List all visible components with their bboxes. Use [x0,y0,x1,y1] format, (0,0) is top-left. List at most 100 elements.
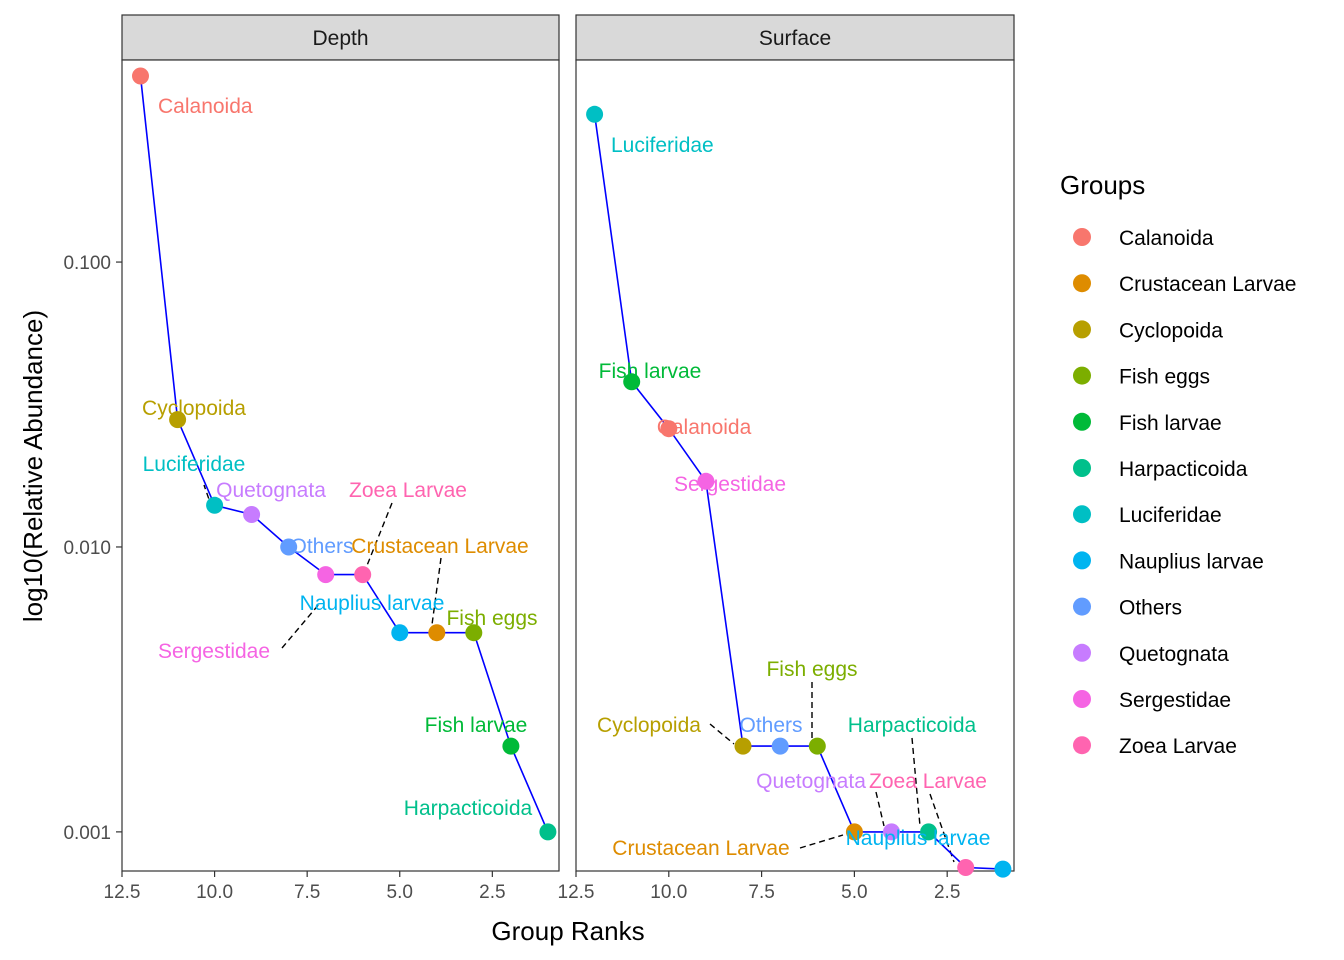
depth-point-zoea-larvae [354,566,372,584]
legend-key-others [1073,597,1091,616]
surface-x-tick-label: 10.0 [650,882,687,903]
surface-leader-zoea-larvae [929,793,955,863]
y-axis-title: log10(Relative Abundance) [18,310,48,622]
legend-label-crustacean-larvae: Crustacean Larvae [1119,273,1296,296]
depth-plot-area [121,59,560,872]
legend-label-harpacticoida: Harpacticoida [1119,458,1248,481]
depth-rank-line [139,75,549,833]
depth-strip-background [121,14,560,61]
surface-point-zoea-larvae [957,859,975,876]
legend-key-cyclopoida [1073,320,1091,339]
legend-label-nauplius-larvae: Nauplius larvae [1119,550,1264,573]
depth-point-others [280,538,298,556]
depth-x-tick-label: 5.0 [387,882,413,903]
surface-leader-harpacticoida [911,737,921,827]
legend-label-sergestidae: Sergestidae [1119,689,1231,712]
legend-label-luciferidae: Luciferidae [1119,504,1222,527]
depth-label-fish-eggs: Fish eggs [446,607,537,630]
surface-point-harpacticoida [920,823,938,841]
surface-point-fish-eggs [808,737,826,755]
surface-point-luciferidae [586,105,604,123]
depth-leader-zoea-larvae [361,502,393,579]
chart-axes: 12.5 10.0 7.5 5.0 2.5 12.5 10.0 7.5 5.0 2.5 0.100 0… [63,253,960,903]
depth-leader-crustacean-larvae [430,557,442,633]
legend-key-fish-eggs [1073,366,1091,385]
depth-series: Calanoida Cyclopoida Luciferidae Quetognata… [132,67,557,841]
depth-point-harpacticoida [539,823,557,841]
surface-plot-area [575,59,1015,872]
surface-label-sergestidae: Sergestidae [674,473,786,496]
surface-strip-label: Surface [759,27,831,50]
depth-label-quetognata: Quetognata [216,479,326,502]
depth-point-fish-eggs [465,624,483,642]
legend-key-crustacean-larvae [1073,274,1091,293]
surface-label-others: Others [739,714,802,737]
depth-label-calanoida: Calanoida [158,95,253,118]
surface-label-fish-larvae: Fish larvae [599,360,702,383]
depth-point-quetognata [243,506,261,523]
surface-label-crustacean-larvae: Crustacean Larvae [612,837,789,860]
y-tick-label: 0.010 [63,538,111,559]
legend-key-harpacticoida [1073,459,1091,477]
legend: Groups Calanoida Crustacean Larvae Cyclopo… [1060,170,1296,758]
depth-point-luciferidae [206,496,224,514]
surface-label-nauplius-larvae: Nauplius larvae [846,827,991,850]
depth-point-nauplius-larvae [391,624,409,642]
legend-title: Groups [1060,170,1145,200]
depth-point-sergestidae [317,566,335,584]
legend-label-quetognata: Quetognata [1119,643,1229,666]
legend-key-quetognata [1073,643,1091,662]
depth-x-tick-label: 2.5 [479,882,505,903]
y-tick-label: 0.100 [63,253,111,274]
surface-point-cyclopoida [734,737,752,755]
legend-label-cyclopoida: Cyclopoida [1119,319,1223,342]
surface-point-fish-larvae [623,373,641,391]
y-tick-label: 0.001 [63,823,111,844]
depth-label-crustacean-larvae: Crustacean Larvae [351,535,528,558]
surface-point-calanoida [660,420,678,438]
surface-strip-background [575,14,1015,61]
legend-key-zoea-larvae [1073,736,1091,755]
surface-x-tick-label: 12.5 [558,882,595,903]
surface-rank-line [593,114,1003,870]
surface-leader-cyclopoida [709,723,735,745]
legend-label-fish-eggs: Fish eggs [1119,366,1210,389]
legend-label-zoea-larvae: Zoea Larvae [1119,735,1237,758]
legend-label-others: Others [1119,597,1182,620]
legend-key-luciferidae [1073,505,1091,524]
depth-x-tick-label: 7.5 [294,882,320,903]
depth-label-harpacticoida: Harpacticoida [404,797,533,820]
x-axis-title: Group Ranks [491,916,644,946]
surface-leader-crustacean-larvae [799,834,844,849]
surface-point-quetognata [883,823,900,841]
legend-key-nauplius-larvae [1073,551,1091,570]
surface-point-crustacean-larvae [845,823,863,841]
depth-label-sergestidae: Sergestidae [158,640,270,663]
surface-label-fish-eggs: Fish eggs [766,658,857,681]
depth-x-tick-label: 10.0 [196,882,233,903]
legend-key-fish-larvae [1073,412,1091,431]
depth-label-fish-larvae: Fish larvae [425,714,528,737]
surface-point-others [771,737,789,755]
depth-panel: Depth [121,14,560,872]
depth-label-others: Others [290,535,353,558]
legend-key-calanoida [1073,228,1091,246]
surface-series: Luciferidae Fish larvae Calanoida Sergestid… [586,105,1012,878]
surface-point-nauplius-larvae [994,860,1012,878]
legend-label-calanoida: Calanoida [1119,227,1214,250]
surface-label-zoea-larvae: Zoea Larvae [869,770,987,793]
surface-label-cyclopoida: Cyclopoida [597,714,701,737]
surface-label-luciferidae: Luciferidae [611,134,714,157]
depth-point-crustacean-larvae [428,624,446,642]
depth-x-tick-label: 12.5 [104,882,141,903]
surface-x-tick-label: 7.5 [748,882,774,903]
surface-panel: Surface [575,14,1015,872]
surface-point-sergestidae [697,472,715,490]
surface-label-harpacticoida: Harpacticoida [848,714,977,737]
depth-strip-label: Depth [312,27,368,50]
chart-marks: Calanoida Cyclopoida Luciferidae Quetognata… [132,67,1012,878]
surface-leader-quetognata [875,791,885,827]
depth-label-luciferidae: Luciferidae [143,453,246,476]
depth-point-calanoida [132,67,149,85]
